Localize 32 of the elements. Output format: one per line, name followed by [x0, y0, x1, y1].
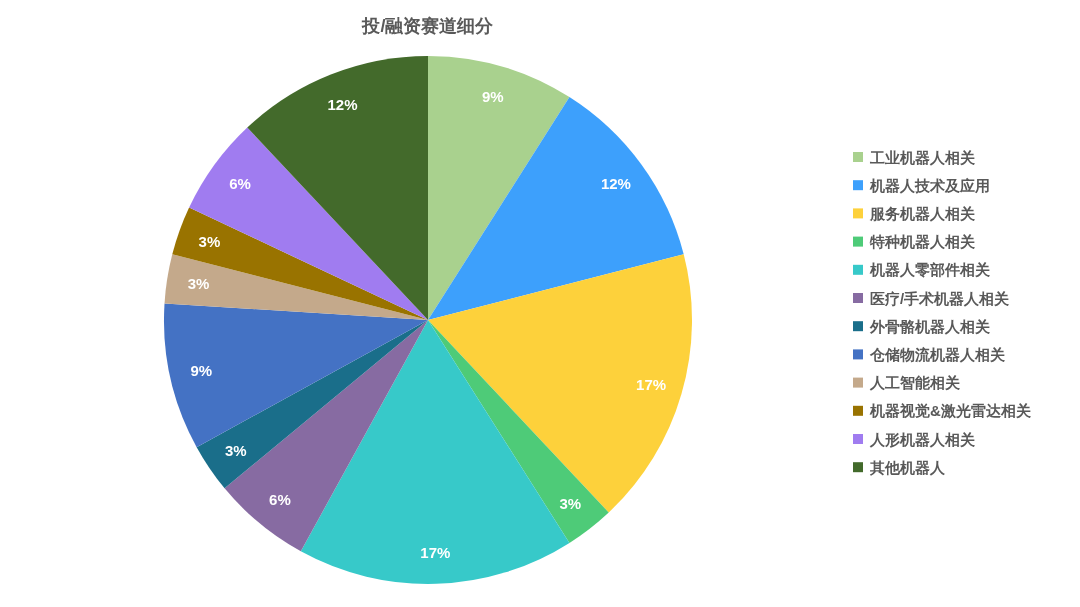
legend-label: 医疗/手术机器人相关	[870, 289, 1010, 307]
pie-slice	[189, 127, 428, 320]
legend-label: 特种机器人相关	[869, 233, 975, 251]
legend-label: 机器视觉&激光雷达相关	[869, 402, 1031, 420]
legend-label: 服务机器人相关	[869, 204, 975, 222]
legend-label: 工业机器人相关	[869, 148, 975, 166]
data-label: 17%	[420, 543, 451, 561]
data-label: 9%	[481, 88, 504, 106]
data-label: 6%	[269, 490, 291, 508]
chart-title: 投/融资赛道细分	[361, 16, 495, 36]
pie-slice	[428, 254, 692, 513]
pie-slice	[164, 303, 428, 448]
legend-label: 人形机器人相关	[869, 430, 975, 448]
data-label: 3%	[559, 495, 582, 513]
data-label: 12%	[600, 174, 631, 192]
pie-slice	[428, 320, 609, 543]
pie-slice	[172, 207, 428, 320]
data-label: 3%	[198, 232, 221, 250]
data-label: 9%	[190, 362, 213, 380]
legend-label: 机器人技术及应用	[869, 176, 990, 194]
legend-label: 人工智能相关	[869, 374, 960, 392]
legend-label: 其他机器人	[869, 458, 946, 476]
data-label: 17%	[636, 376, 667, 394]
data-label: 3%	[225, 442, 247, 460]
data-label: 6%	[229, 174, 251, 192]
legend-label: 外骨骼机器人相关	[869, 317, 990, 335]
data-label: 3%	[187, 275, 210, 293]
data-label: 12%	[327, 95, 358, 113]
legend-label: 机器人零部件相关	[869, 261, 990, 279]
pie-slice	[428, 56, 570, 320]
pie-slice	[164, 254, 428, 320]
legend-label: 仓储物流机器人相关	[869, 345, 1005, 363]
